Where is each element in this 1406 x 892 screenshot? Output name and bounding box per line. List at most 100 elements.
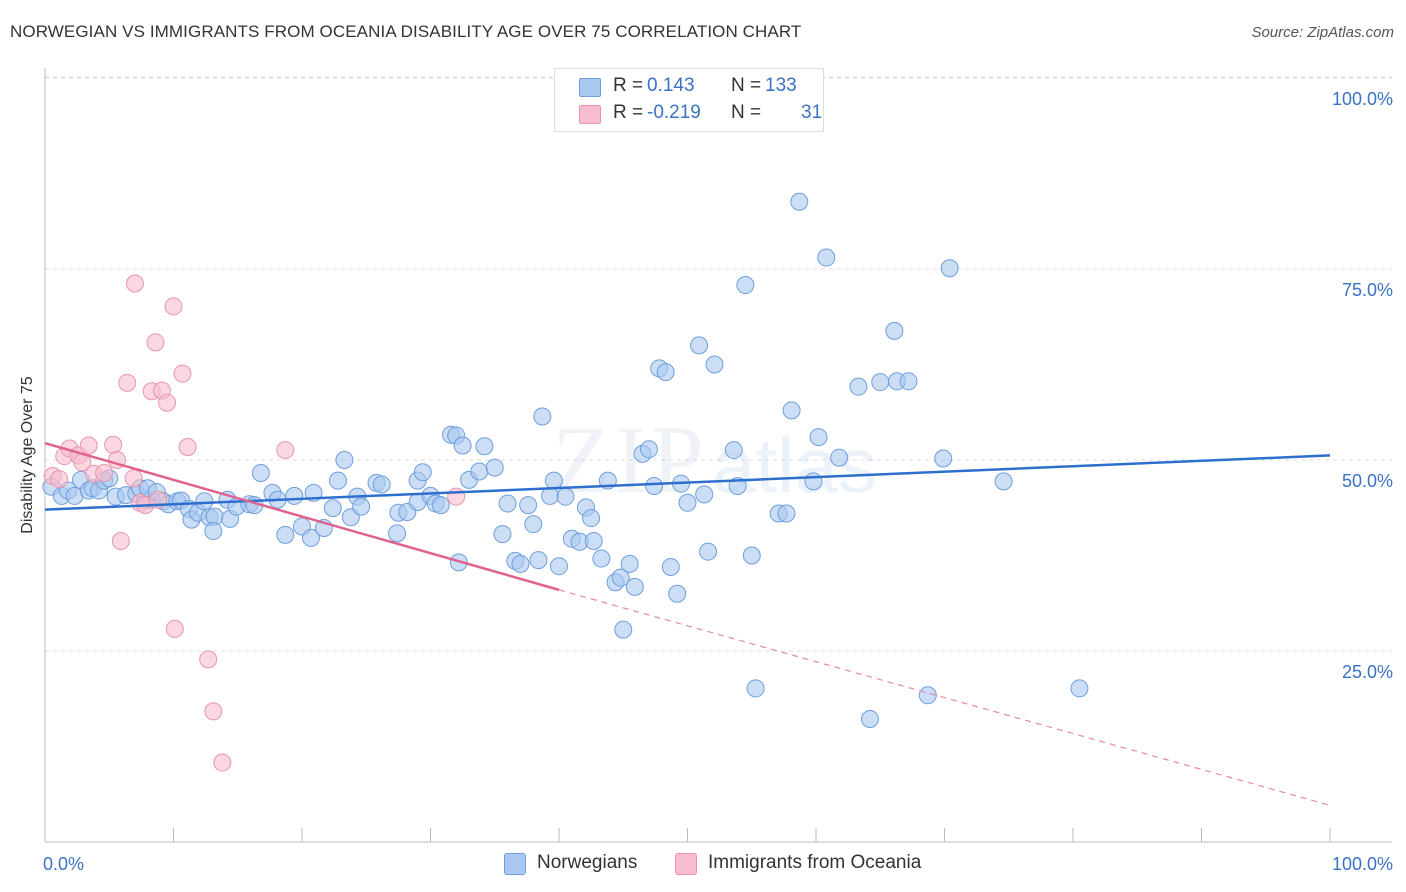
norwegian-point (544, 471, 563, 490)
norwegian-point (335, 451, 354, 469)
oceania-point (125, 274, 144, 293)
oceania-point (158, 393, 177, 412)
norwegian-point (251, 463, 270, 482)
norwegian-point (645, 476, 664, 495)
bottom-legend-swatch-norwegians (504, 853, 526, 875)
oceania-points (43, 274, 466, 772)
norwegian-point (611, 568, 630, 587)
norwegian-point (1070, 679, 1089, 698)
norwegian-point (830, 448, 849, 467)
norwegian-point (519, 496, 538, 515)
y-axis-label: Disability Age Over 75 (19, 376, 36, 534)
norwegian-point (524, 515, 543, 534)
norwegian-point (804, 472, 823, 491)
norwegian-point (556, 487, 575, 506)
norwegian-point (550, 557, 568, 576)
norwegian-point (661, 557, 680, 576)
norwegian-point (485, 458, 504, 477)
legend-swatch-norwegians (579, 78, 601, 97)
norwegian-point (285, 486, 304, 505)
chart-title: NORWEGIAN VS IMMIGRANTS FROM OCEANIA DIS… (10, 22, 802, 41)
oceania-point (50, 470, 69, 489)
norwegian-point (614, 620, 633, 639)
norwegian-point (511, 554, 530, 573)
oceania-point (111, 531, 130, 550)
y-tick-label: 75.0% (1342, 280, 1393, 300)
norwegian-point (668, 584, 687, 603)
oceania-point (213, 753, 232, 772)
norwegian-point (742, 546, 761, 565)
oceania-point (165, 619, 184, 638)
norwegian-point (724, 441, 743, 460)
watermark-atlas: atlas (712, 421, 877, 509)
norwegian-point (809, 428, 828, 447)
norwegian-point (620, 554, 639, 573)
norwegian-point (782, 401, 801, 420)
norwegian-point (777, 504, 796, 523)
norwegian-point (994, 472, 1013, 491)
norwegian-point (690, 336, 709, 355)
norwegian-point (470, 462, 489, 481)
norwegian-point (705, 355, 724, 374)
norwegian-point (940, 259, 959, 278)
norwegian-point (695, 485, 714, 504)
norwegian-point (871, 373, 890, 392)
norwegian-point (860, 709, 879, 728)
norwegian-point (899, 372, 918, 391)
norwegian-point (582, 509, 601, 528)
norwegian-point (301, 528, 320, 547)
norwegian-point (195, 492, 214, 511)
oceania-point (173, 364, 192, 383)
legend-r-value: 0.143 (647, 75, 695, 96)
oceania-point (276, 441, 295, 460)
norwegian-point (493, 525, 512, 544)
oceania-point (204, 702, 223, 721)
norwegian-point (533, 407, 552, 426)
source-label: Source: ZipAtlas.com (1251, 24, 1394, 41)
watermark: ZIP atlas (552, 406, 877, 513)
norwegian-point (388, 524, 407, 543)
norwegians-trend-line (44, 454, 1331, 511)
watermark-zip: ZIP (552, 406, 708, 513)
legend-n-value: 31 (801, 102, 823, 123)
oceania-point (447, 487, 466, 506)
oceania-point (199, 650, 218, 669)
norwegian-point (475, 437, 494, 456)
oceania-point (124, 469, 143, 488)
bottom-legend-label-oceania: Immigrants from Oceania (708, 852, 922, 873)
norwegian-point (413, 463, 432, 482)
norwegian-point (276, 525, 295, 544)
norwegian-point (656, 363, 675, 382)
norwegian-point (431, 496, 450, 515)
y-tick-label: 50.0% (1342, 471, 1393, 491)
y-tick-label: 25.0% (1342, 662, 1393, 682)
legend-n-label: N = (731, 102, 762, 123)
bottom-legend-label-norwegians: Norwegians (537, 852, 638, 873)
x-tick-label-max: 100.0% (1332, 854, 1393, 874)
legend-r-label: R = (613, 102, 644, 123)
norwegian-point (639, 440, 658, 459)
norwegian-point (204, 522, 223, 541)
oceania-point (95, 463, 114, 482)
axes (44, 68, 1392, 843)
oceania-point (118, 373, 137, 392)
norwegian-point (746, 679, 765, 698)
norwegian-point (625, 577, 644, 596)
stats-legend: R = 0.143 N = 133 R = -0.219 N = 31 (554, 68, 824, 132)
norwegian-point (849, 377, 868, 396)
oceania-point (104, 435, 123, 454)
x-tick-label-min: 0.0% (43, 854, 84, 874)
norwegian-point (934, 449, 953, 468)
oceania-point (146, 333, 165, 352)
oceania-point (79, 436, 98, 455)
bottom-legend-swatch-oceania (675, 853, 697, 875)
norwegian-point (372, 475, 391, 494)
oceania-trend-extension (558, 589, 1331, 806)
norwegian-point (918, 686, 937, 705)
norwegian-point (584, 531, 603, 550)
oceania-trend-line (44, 441, 560, 592)
norwegian-point (352, 497, 371, 516)
norwegian-point (885, 321, 904, 340)
norwegian-point (678, 493, 697, 512)
